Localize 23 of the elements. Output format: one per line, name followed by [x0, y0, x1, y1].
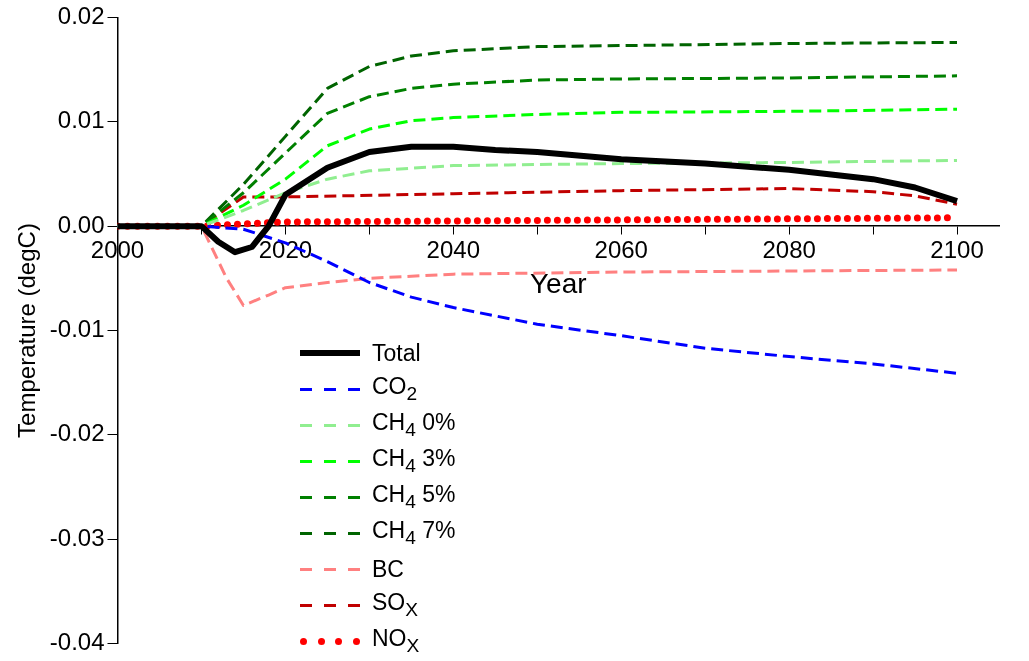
- y-tick-label: 0.01: [57, 106, 105, 134]
- legend-label: CH$_{4}$ 7%: [372, 517, 456, 549]
- legend-label: BC: [372, 555, 404, 583]
- y-tick-label: -0.02: [49, 419, 105, 447]
- legend-label: NO$_{X}$: [372, 625, 420, 657]
- legend-label: CH$_{4}$ 3%: [372, 445, 456, 477]
- y-axis-title: Temperature (degC): [13, 223, 41, 438]
- x-tick-label: 2040: [426, 236, 481, 264]
- legend-label: CH$_{4}$ 5%: [372, 481, 456, 513]
- x-tick-label: 2100: [930, 236, 984, 264]
- legend-label: Total: [372, 339, 421, 367]
- y-tick-label: -0.04: [49, 628, 105, 656]
- legend-label: CH$_{4}$ 0%: [372, 409, 456, 441]
- legend-label: CO$_{2}$: [372, 373, 418, 405]
- legend-label: SO$_{X}$: [372, 589, 419, 621]
- x-tick-label: 2060: [594, 236, 648, 264]
- y-tick-label: -0.03: [49, 523, 105, 551]
- y-tick-label: -0.01: [49, 315, 105, 343]
- y-tick-label: 0.02: [57, 2, 105, 30]
- x-axis-title: Year: [529, 268, 587, 300]
- x-tick-label: 2080: [762, 236, 816, 264]
- x-tick-label: 2020: [258, 236, 313, 264]
- y-tick-label: 0.00: [57, 210, 105, 238]
